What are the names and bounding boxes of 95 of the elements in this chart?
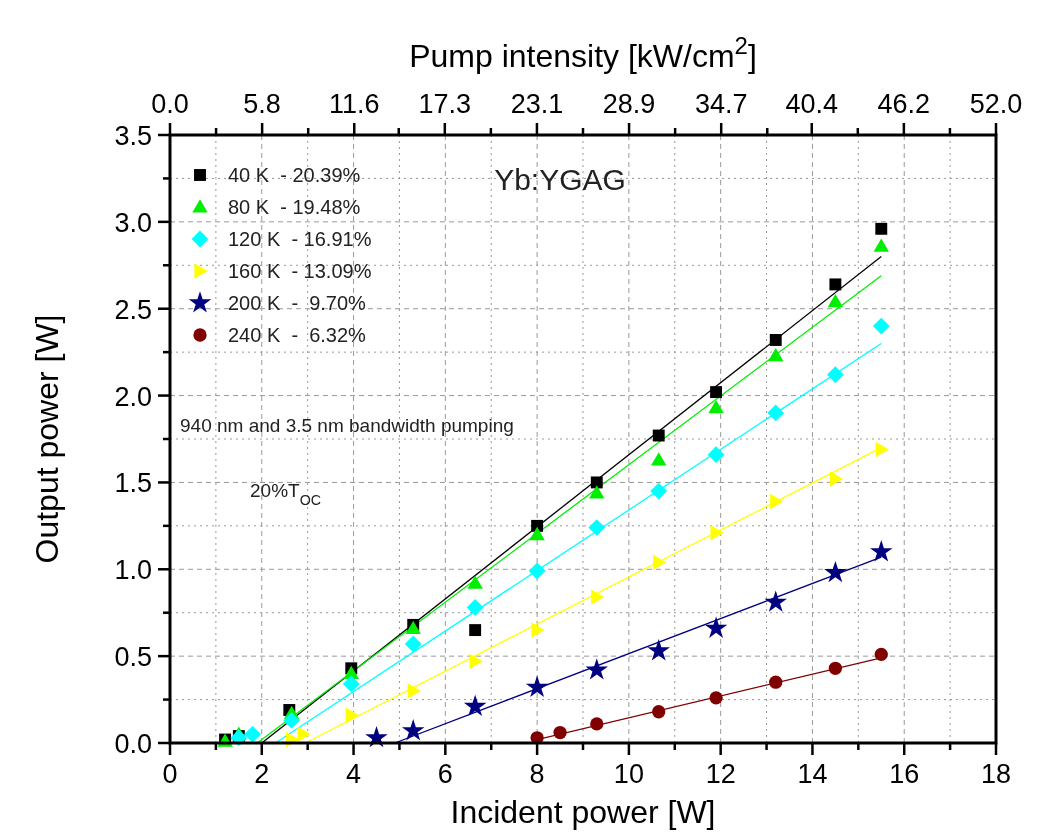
x-tick-label: 14: [797, 759, 828, 789]
x2-tick-label: 11.6: [328, 89, 380, 119]
point: [827, 294, 844, 308]
point: [870, 540, 893, 562]
point: [590, 717, 604, 731]
point: [589, 485, 605, 499]
legend-label: 40 K - 20.39%: [228, 164, 361, 186]
point: [469, 624, 482, 637]
point: [653, 554, 667, 571]
legend-label: 120 K - 16.91%: [228, 228, 372, 250]
point: [585, 658, 609, 680]
point: [401, 719, 425, 741]
point: [528, 562, 546, 580]
x-tick-label: 6: [437, 759, 453, 789]
point: [829, 278, 842, 291]
x-tick-label: 0: [162, 759, 178, 789]
point: [591, 589, 605, 605]
point: [590, 476, 603, 489]
point: [244, 725, 261, 743]
x2-tick-label: 52.0: [969, 89, 1023, 119]
x2-tick-label: 46.2: [877, 89, 931, 119]
point: [469, 653, 483, 670]
point: [768, 347, 784, 362]
point: [875, 222, 888, 235]
x-tick-label: 16: [889, 759, 920, 789]
point: [651, 452, 667, 466]
x2-tick-label: 23.1: [510, 89, 564, 119]
y-tick-label: 3.0: [114, 207, 152, 238]
point: [710, 525, 724, 541]
point: [826, 366, 844, 384]
point: [709, 691, 723, 705]
annotation: 20%T$_{OC}$: [250, 480, 322, 508]
point: [824, 560, 847, 583]
legend-label: 200 K - 9.70%: [228, 292, 367, 314]
legend-label: 160 K - 13.09%: [228, 260, 372, 282]
x-tick-label: 8: [529, 759, 545, 789]
point: [529, 526, 545, 541]
point: [770, 493, 784, 510]
point: [647, 639, 670, 661]
legend-label: 80 K - 19.48%: [228, 196, 361, 218]
y-tick-label: 2.5: [114, 294, 152, 325]
point: [407, 683, 421, 699]
point: [531, 622, 545, 638]
y-tick-label: 2.0: [114, 381, 152, 412]
point: [873, 238, 889, 252]
point: [767, 404, 785, 422]
point: [342, 675, 360, 693]
x2-tick-label: 0.0: [151, 89, 189, 119]
point: [652, 705, 666, 719]
x-tick-label: 12: [705, 759, 736, 789]
x2-tick-label: 40.4: [785, 89, 839, 119]
y-tick-label: 0.5: [114, 642, 152, 673]
point: [230, 729, 248, 747]
x-tick-label: 10: [613, 759, 644, 789]
x2-axis-title: Pump intensity [kW/cm$^{2}$]: [409, 31, 757, 74]
point: [875, 441, 889, 458]
point: [553, 725, 567, 740]
y-tick-label: 3.5: [114, 121, 152, 151]
point: [704, 616, 728, 638]
x2-tick-label: 28.9: [602, 89, 656, 119]
y-axis-title: Output power [W]: [29, 314, 65, 564]
y-tick-label: 1.0: [114, 555, 152, 586]
point: [463, 694, 487, 717]
x-tick-label: 2: [254, 759, 270, 789]
point: [829, 471, 844, 487]
point: [707, 446, 725, 464]
point: [652, 429, 665, 442]
point: [769, 675, 783, 689]
x2-tick-label: 5.8: [243, 89, 281, 119]
point: [710, 386, 723, 399]
point: [297, 726, 311, 743]
point: [467, 575, 483, 589]
point: [466, 599, 484, 616]
point: [872, 317, 890, 335]
point: [650, 482, 668, 500]
point: [828, 661, 843, 675]
x-tick-label: 4: [346, 759, 362, 789]
point: [525, 675, 549, 697]
point: [588, 519, 606, 536]
point: [769, 334, 782, 346]
x-axis-title: Incident power [W]: [450, 794, 716, 830]
point: [874, 647, 888, 662]
point: [345, 707, 359, 723]
point: [283, 712, 301, 729]
x2-tick-label: 17.3: [418, 89, 472, 119]
y-tick-label: 0.0: [114, 729, 152, 759]
x2-tick-label: 34.7: [694, 89, 748, 119]
y-tick-label: 1.5: [114, 468, 152, 499]
point: [764, 590, 787, 612]
legend-label: 240 K - 6.32%: [228, 324, 367, 346]
x-tick-label: 18: [980, 759, 1012, 789]
point: [708, 400, 724, 414]
annotation: 940 nm and 3.5 nm bandwidth pumping: [180, 415, 514, 436]
point: [404, 635, 422, 653]
annotation: Yb:YGAG: [494, 163, 626, 196]
